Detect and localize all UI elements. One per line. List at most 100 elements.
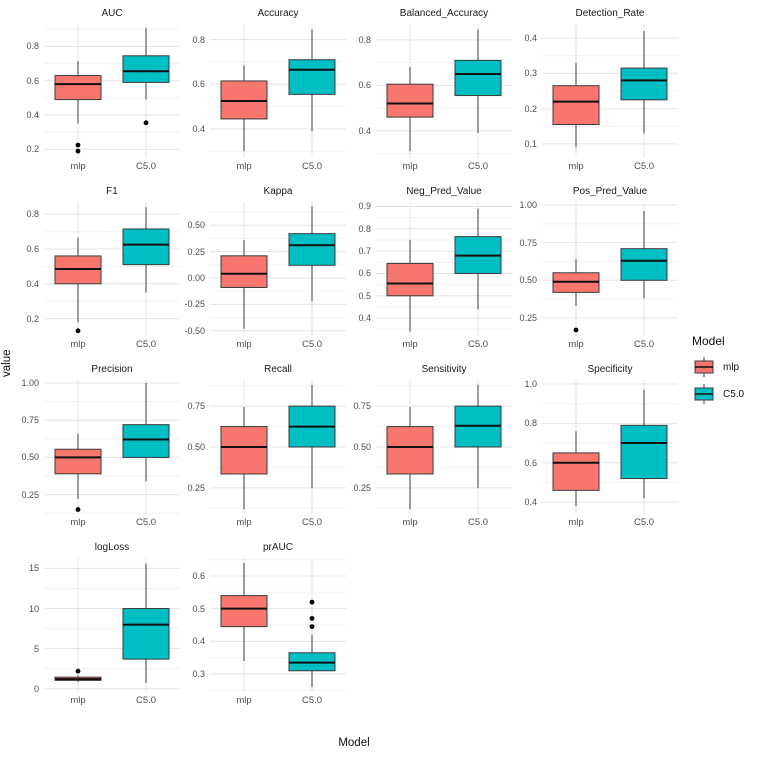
y-tick-label: 0.75: [21, 415, 39, 426]
facet-Detection_Rate: Detection_Rate 0.1 0.2 0.3 0.4 mlp C5.0: [512, 4, 678, 182]
box-mlp: [386, 406, 434, 510]
y-tick-label: 0.25: [21, 489, 39, 500]
facet-logLoss: logLoss 0 5 10 15 mlp C5.0: [14, 538, 180, 716]
facet-panel: [376, 24, 512, 158]
box-C5.0: [454, 208, 502, 310]
outlier-point: [143, 120, 149, 126]
y-tick-label: 0.50: [187, 442, 205, 452]
facet-title: Neg_Pred_Value: [406, 186, 482, 197]
y-tick-label: 0.2: [26, 313, 39, 324]
y-tick-label: 15: [28, 563, 39, 574]
box-C5.0: [122, 382, 170, 482]
y-tick-label: -0.50: [184, 325, 205, 336]
y-tick-label: 0: [33, 683, 39, 694]
y-tick-label: 0.2: [26, 144, 39, 155]
boxplot-swatch-icon: [694, 384, 714, 404]
outlier-point: [309, 624, 315, 630]
box-mlp: [54, 60, 102, 154]
y-tick-label: 0.25: [187, 482, 205, 493]
y-tick-label: 0.50: [519, 275, 537, 286]
y-tick-label: 0.75: [187, 401, 205, 412]
y-tick-label: 0.4: [524, 497, 537, 508]
outlier-point: [573, 327, 579, 333]
facet-title: AUC: [101, 8, 123, 19]
x-category-label: mlp: [402, 161, 418, 172]
legend-key-mlp: mlp: [692, 357, 744, 377]
box-C5.0: [122, 563, 170, 684]
y-tick-label: 0.8: [524, 418, 537, 429]
facet-panel: [210, 380, 346, 514]
facet-title: Recall: [264, 364, 292, 375]
legend-items: mlp C5.0: [692, 357, 744, 404]
box-mlp: [54, 433, 102, 512]
y-axis-title: value: [1, 349, 13, 377]
facet-panel: [44, 24, 180, 158]
x-category-label: C5.0: [301, 695, 323, 706]
x-category-label: mlp: [236, 161, 252, 172]
y-tick-label: -0.25: [184, 299, 205, 310]
facet-panel: [542, 202, 678, 336]
y-tick-label: 0.3: [524, 68, 537, 79]
x-category-label: mlp: [236, 695, 252, 706]
y-tick-label: 0.6: [26, 243, 39, 254]
box-mlp: [220, 562, 268, 661]
x-category-label: mlp: [402, 339, 418, 350]
outlier-point: [309, 616, 315, 621]
facet-Specificity: Specificity 0.4 0.6 0.8 1.0 mlp C5.0: [512, 360, 678, 538]
x-category-label: mlp: [402, 517, 418, 528]
box-mlp: [220, 239, 268, 329]
y-tick-label: 0.50: [21, 452, 39, 463]
x-category-label: C5.0: [301, 517, 323, 528]
facet-panel: [44, 202, 180, 336]
box-mlp: [552, 431, 600, 507]
facet-panel: [542, 24, 678, 158]
facet-Balanced_Accuracy: Balanced_Accuracy 0.4 0.6 0.8 mlp C5.0: [346, 4, 512, 182]
x-category-label: C5.0: [633, 339, 655, 350]
x-category-label: mlp: [70, 517, 86, 528]
outlier-point: [75, 668, 81, 674]
box-C5.0: [122, 207, 170, 293]
y-tick-label: 0.4: [192, 636, 205, 647]
y-tick-label: 0.8: [192, 34, 205, 45]
y-tick-label: 0.4: [26, 278, 39, 289]
y-tick-label: 0.6: [192, 570, 205, 581]
y-tick-label: 0.8: [26, 41, 39, 52]
y-tick-label: 0.4: [358, 125, 371, 136]
facet-panel: [376, 380, 512, 514]
x-category-label: C5.0: [467, 339, 489, 350]
box-C5.0: [454, 29, 502, 134]
y-tick-label: 1.0: [524, 378, 537, 389]
box-C5.0: [454, 384, 502, 488]
y-tick-label: 0.4: [524, 33, 537, 44]
y-tick-label: 0.8: [26, 209, 39, 220]
legend-title: Model: [692, 334, 725, 348]
facet-Sensitivity: Sensitivity 0.25 0.50 0.75 mlp C5.0: [346, 360, 512, 538]
facet-title: Sensitivity: [421, 364, 467, 375]
box-C5.0: [620, 31, 668, 134]
legend-label: mlp: [723, 361, 740, 373]
facet-Pos_Pred_Value: Pos_Pred_Value 0.25 0.50 0.75 1.00 mlp C5.0: [512, 182, 678, 360]
x-category-label: C5.0: [301, 161, 323, 172]
facet-panel: [376, 202, 512, 336]
box-C5.0: [620, 211, 668, 299]
x-category-label: C5.0: [633, 517, 655, 528]
x-category-label: C5.0: [467, 161, 489, 172]
box-C5.0: [620, 389, 668, 499]
box-C5.0: [288, 206, 336, 302]
facet-title: Precision: [91, 364, 133, 375]
facet-AUC: AUC 0.2 0.4 0.6 0.8 mlp C5.0: [14, 4, 180, 182]
y-tick-label: 10: [28, 603, 39, 614]
facet-title: Pos_Pred_Value: [572, 186, 648, 197]
outlier-point: [75, 148, 81, 154]
box-mlp: [386, 67, 434, 152]
y-tick-label: 0.6: [26, 75, 39, 86]
y-tick-label: 0.6: [524, 457, 537, 468]
y-tick-label: 0.7: [358, 246, 371, 257]
facet-Accuracy: Accuracy 0.4 0.6 0.8 mlp C5.0: [180, 4, 346, 182]
legend: Model mlp C5.0: [692, 334, 744, 411]
y-tick-label: 0.8: [358, 34, 371, 45]
x-category-label: mlp: [236, 517, 252, 528]
x-category-label: mlp: [236, 339, 252, 350]
y-tick-label: 0.6: [192, 79, 205, 90]
facet-panel: [44, 380, 180, 514]
